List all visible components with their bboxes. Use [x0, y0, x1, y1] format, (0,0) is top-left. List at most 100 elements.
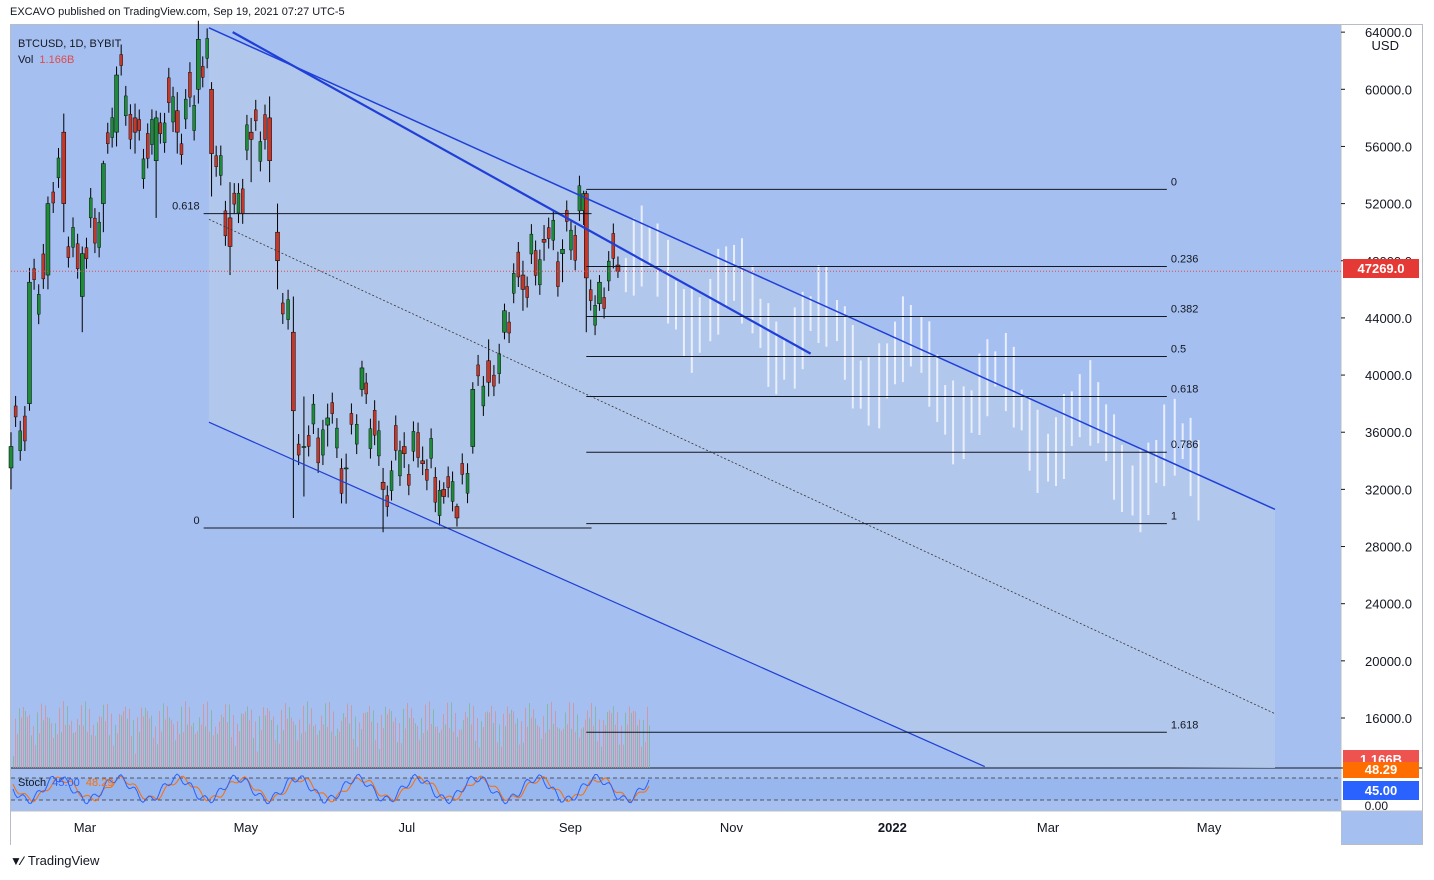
volume-bar: [531, 717, 532, 768]
volume-bar: [81, 705, 82, 768]
candle-body: [401, 446, 407, 454]
volume-bar: [349, 723, 350, 768]
volume-bar: [305, 731, 306, 768]
volume-bar: [565, 712, 566, 768]
volume-bar: [297, 740, 298, 768]
volume-bar: [85, 701, 86, 768]
candle-body: [560, 249, 565, 254]
volume-bar: [471, 724, 472, 768]
volume-bar: [443, 713, 444, 768]
candle-body: [546, 227, 551, 239]
y-tick-label: 36000.0: [1365, 425, 1412, 440]
volume-bar: [73, 732, 74, 768]
volume-bar: [431, 723, 432, 768]
volume-bar: [29, 714, 30, 768]
candle-body: [248, 131, 254, 140]
volume-bar: [47, 717, 48, 768]
volume-bar: [545, 732, 546, 768]
volume-bar: [107, 703, 108, 768]
volume-bar: [357, 746, 358, 768]
footer-brand: TradingView: [27, 853, 100, 868]
candle-body: [162, 122, 167, 143]
volume-bar: [77, 718, 78, 768]
volume-bar: [257, 751, 258, 768]
volume-bar: [635, 711, 636, 768]
candle-body: [454, 506, 460, 519]
volume-bar: [51, 723, 52, 768]
volume-bar: [83, 725, 84, 768]
volume-bar: [557, 727, 558, 768]
candle-body: [183, 98, 188, 120]
volume-bar: [111, 713, 112, 768]
volume-bar: [247, 706, 248, 768]
volume-bar: [141, 707, 142, 768]
volume-bar: [321, 715, 322, 768]
volume-bar: [467, 717, 468, 768]
volume-bar: [571, 728, 572, 768]
candle-body: [597, 281, 602, 304]
volume-bar: [537, 725, 538, 768]
volume-bar: [371, 721, 372, 768]
volume-bar: [381, 714, 382, 768]
volume-bar: [461, 729, 462, 768]
volume-bar: [175, 740, 176, 768]
volume-bar: [421, 717, 422, 768]
volume-bar: [287, 718, 288, 768]
candle-body: [137, 119, 141, 131]
volume-bar: [37, 712, 38, 768]
candle-body: [368, 428, 373, 449]
volume-bar: [245, 711, 246, 768]
candle-body: [437, 490, 442, 516]
candle-body: [502, 310, 507, 333]
candle-body: [124, 95, 128, 117]
stoch-legend: Stoch 45.00 48.29: [18, 777, 113, 789]
volume-bar: [223, 717, 224, 768]
volume-bar: [199, 717, 200, 768]
volume-bar: [539, 727, 540, 768]
volume-bar: [25, 711, 26, 768]
volume-bar: [603, 720, 604, 768]
volume-bar: [413, 718, 414, 768]
volume-bar: [379, 749, 380, 768]
volume-bar: [503, 713, 504, 768]
candle-body: [398, 450, 402, 477]
y-tick-label: 44000.0: [1365, 311, 1412, 326]
volume-bar: [189, 707, 190, 768]
volume-bar: [465, 711, 466, 768]
volume-bar: [623, 744, 624, 768]
volume-bar: [119, 714, 120, 768]
volume-bar: [407, 702, 408, 768]
candle-body: [301, 446, 307, 448]
volume-bar: [477, 717, 478, 768]
volume-bar: [75, 731, 76, 768]
volume-bar: [87, 731, 88, 768]
volume-bar: [605, 725, 606, 768]
candle-body: [281, 302, 285, 315]
volume-bar: [127, 718, 128, 768]
x-tick-label: Jul: [399, 820, 416, 835]
volume-bar: [405, 728, 406, 768]
volume-bar: [435, 726, 436, 768]
volume-bar: [495, 711, 496, 768]
volume-bar: [391, 711, 392, 768]
candle-body: [71, 227, 75, 248]
volume-bar: [393, 721, 394, 768]
volume-bar: [205, 726, 206, 768]
stoch-band: [11, 778, 1341, 800]
candle-body: [263, 114, 267, 140]
volume-bar: [639, 719, 640, 768]
volume-bar: [55, 723, 56, 768]
volume-bar: [117, 733, 118, 768]
volume-bar: [587, 710, 588, 768]
volume-bar: [131, 735, 132, 768]
fib-right-level-label: 0.618: [1171, 384, 1199, 396]
volume-bar: [535, 718, 536, 768]
volume-bar: [139, 731, 140, 768]
volume-bar: [497, 742, 498, 768]
volume-bar: [333, 711, 334, 768]
candle-body: [209, 89, 214, 154]
x-tick-label: Sep: [559, 820, 582, 835]
volume-bar: [317, 734, 318, 768]
fib-left-level-label: 0.618: [172, 201, 200, 213]
